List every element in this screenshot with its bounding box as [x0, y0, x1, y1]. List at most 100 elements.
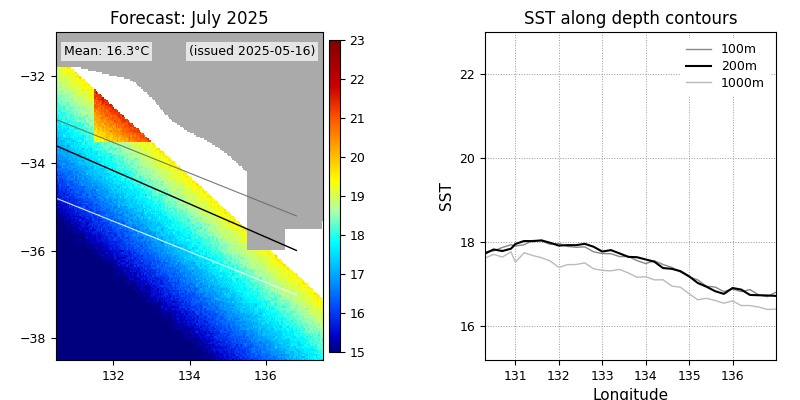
- 1000m: [710, 298, 720, 303]
- 1000m: [728, 298, 738, 303]
- 1000m: [510, 260, 520, 265]
- 1000m: [702, 296, 711, 301]
- 1000m: [650, 278, 659, 282]
- 1000m: [562, 262, 572, 267]
- 100m: [580, 244, 590, 249]
- 100m: [632, 258, 642, 263]
- 1000m: [537, 255, 546, 260]
- 100m: [606, 251, 616, 256]
- 100m: [641, 261, 650, 266]
- X-axis label: Longitude: Longitude: [593, 388, 669, 400]
- 200m: [506, 246, 516, 251]
- 200m: [480, 251, 490, 256]
- 200m: [650, 259, 659, 264]
- 200m: [589, 244, 598, 249]
- 200m: [519, 239, 529, 244]
- 200m: [737, 287, 746, 292]
- 200m: [615, 251, 625, 256]
- 200m: [710, 289, 720, 294]
- 200m: [537, 238, 546, 243]
- 200m: [580, 242, 590, 246]
- 100m: [667, 265, 677, 270]
- 200m: [546, 240, 555, 245]
- 200m: [728, 286, 738, 290]
- 100m: [650, 258, 659, 263]
- 100m: [589, 249, 598, 254]
- 200m: [528, 239, 538, 244]
- 1000m: [546, 258, 555, 263]
- 200m: [498, 249, 507, 254]
- 1000m: [519, 250, 529, 255]
- Text: Mean: 16.3°C: Mean: 16.3°C: [64, 45, 149, 58]
- Y-axis label: SST: SST: [438, 182, 454, 210]
- 200m: [598, 249, 607, 254]
- 100m: [771, 290, 781, 294]
- 1000m: [528, 253, 538, 258]
- 100m: [510, 244, 520, 248]
- Line: 1000m: 1000m: [485, 252, 776, 310]
- 100m: [676, 270, 686, 274]
- Legend: 100m, 200m, 1000m: 100m, 200m, 1000m: [681, 38, 770, 95]
- 100m: [737, 289, 746, 294]
- 100m: [702, 284, 711, 289]
- 1000m: [589, 266, 598, 271]
- 1000m: [693, 297, 702, 302]
- 200m: [771, 294, 781, 298]
- Title: SST along depth contours: SST along depth contours: [524, 10, 738, 28]
- Title: Forecast: July 2025: Forecast: July 2025: [110, 10, 269, 28]
- 1000m: [762, 307, 772, 312]
- 100m: [762, 294, 772, 299]
- 200m: [754, 293, 763, 298]
- Text: (issued 2025-05-16): (issued 2025-05-16): [189, 45, 315, 58]
- 1000m: [623, 270, 633, 275]
- 1000m: [719, 301, 729, 306]
- 1000m: [737, 303, 746, 308]
- 100m: [562, 244, 572, 249]
- 1000m: [667, 284, 677, 288]
- 200m: [623, 254, 633, 259]
- 1000m: [641, 274, 650, 279]
- 100m: [537, 238, 546, 243]
- 200m: [641, 257, 650, 262]
- Line: 200m: 200m: [485, 240, 776, 296]
- Line: 100m: 100m: [485, 240, 776, 296]
- 100m: [519, 242, 529, 247]
- 200m: [684, 274, 694, 279]
- 100m: [489, 248, 498, 253]
- 1000m: [598, 268, 607, 273]
- 100m: [745, 287, 754, 292]
- 1000m: [632, 275, 642, 280]
- 1000m: [606, 268, 616, 273]
- 100m: [693, 278, 702, 282]
- 200m: [510, 242, 520, 246]
- 200m: [658, 266, 668, 270]
- 200m: [702, 284, 711, 289]
- 100m: [684, 274, 694, 279]
- 100m: [615, 254, 625, 259]
- 1000m: [571, 262, 581, 267]
- 200m: [489, 247, 498, 252]
- 100m: [728, 287, 738, 292]
- 100m: [546, 242, 555, 247]
- 200m: [562, 243, 572, 248]
- 1000m: [676, 285, 686, 290]
- 1000m: [771, 307, 781, 312]
- 1000m: [615, 267, 625, 272]
- 100m: [754, 292, 763, 297]
- 1000m: [580, 260, 590, 265]
- 100m: [498, 245, 507, 250]
- 1000m: [554, 265, 563, 270]
- 1000m: [745, 303, 754, 308]
- 200m: [632, 255, 642, 260]
- 200m: [693, 281, 702, 286]
- 200m: [719, 292, 729, 296]
- 1000m: [489, 252, 498, 257]
- 200m: [554, 243, 563, 248]
- 100m: [719, 289, 729, 294]
- 200m: [571, 243, 581, 248]
- 100m: [598, 251, 607, 256]
- 100m: [710, 285, 720, 290]
- 1000m: [754, 305, 763, 310]
- 100m: [506, 242, 516, 247]
- 200m: [667, 266, 677, 271]
